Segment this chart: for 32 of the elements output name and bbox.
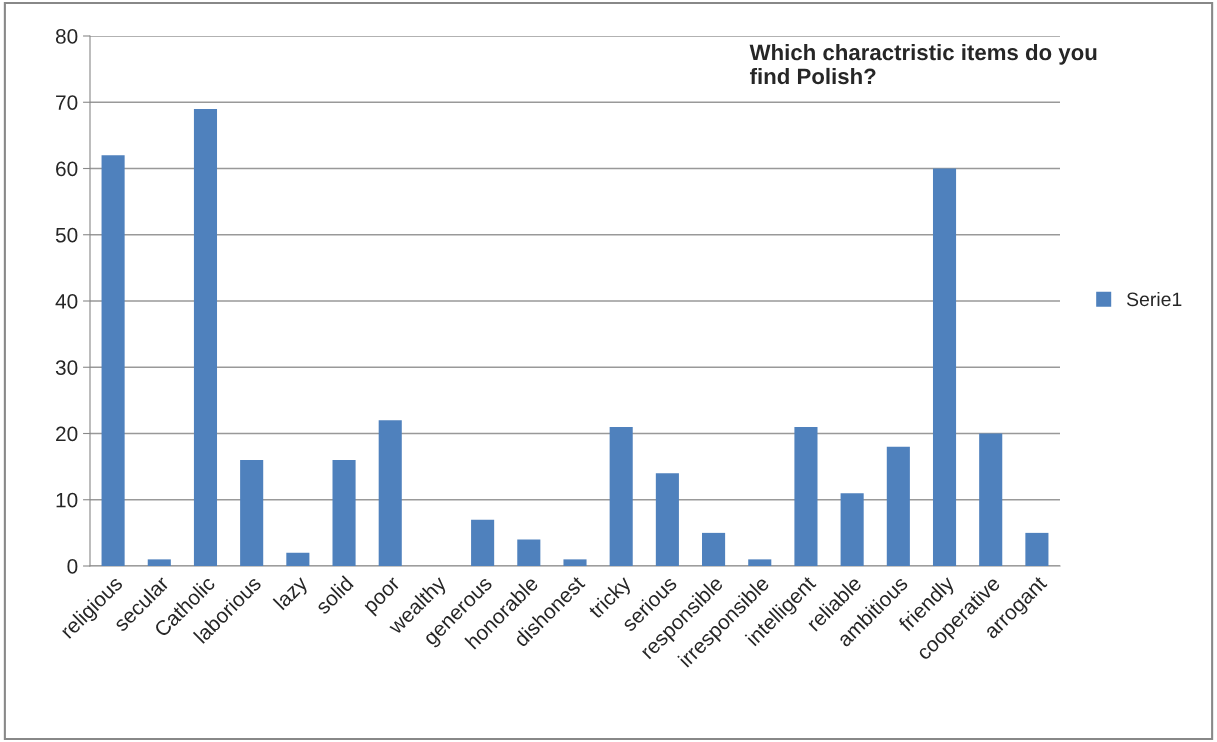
y-tick-label: 80 bbox=[55, 29, 78, 44]
bar bbox=[979, 433, 1003, 566]
bar bbox=[193, 108, 218, 566]
bar bbox=[332, 460, 356, 566]
bar bbox=[378, 420, 402, 566]
bar bbox=[655, 473, 679, 566]
y-tick-label: 60 bbox=[56, 161, 78, 177]
bar bbox=[147, 559, 171, 566]
y-tick-label: 30 bbox=[55, 360, 78, 375]
bar bbox=[748, 559, 772, 566]
legend-label: Serie1 bbox=[1126, 291, 1182, 307]
bar bbox=[471, 519, 495, 566]
y-tick-label: 40 bbox=[55, 294, 78, 309]
y-tick-label: 0 bbox=[67, 559, 78, 574]
y-tick-label: 10 bbox=[56, 492, 78, 508]
bar bbox=[794, 426, 818, 566]
x-tick-label: lazy bbox=[272, 574, 312, 614]
bar bbox=[1025, 532, 1049, 566]
bar bbox=[101, 155, 125, 566]
bar bbox=[702, 532, 726, 566]
y-tick-label: 70 bbox=[56, 95, 78, 110]
text: Which charactristic items do you find Polish? bbox=[749, 43, 1097, 85]
bar bbox=[840, 493, 864, 566]
y-tick-label: 50 bbox=[55, 227, 78, 243]
bar bbox=[240, 460, 264, 566]
bar bbox=[932, 168, 957, 566]
bar bbox=[563, 559, 587, 566]
bar bbox=[609, 426, 633, 566]
bar bbox=[286, 552, 310, 566]
bar bbox=[886, 446, 910, 566]
bar bbox=[517, 539, 541, 566]
y-tick-label: 20 bbox=[56, 426, 78, 442]
